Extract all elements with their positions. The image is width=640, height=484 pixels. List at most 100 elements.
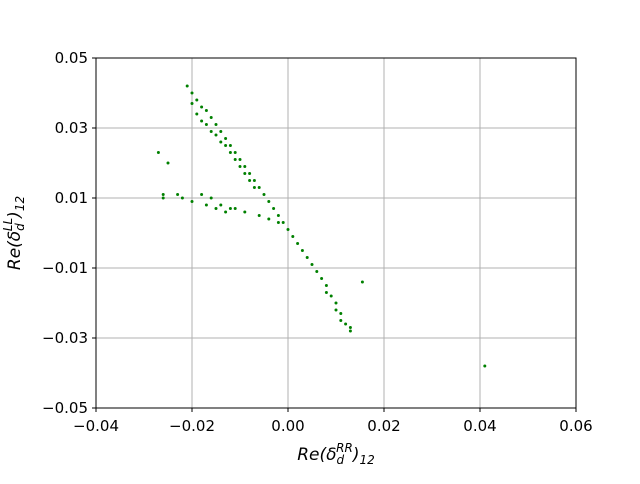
point	[224, 210, 228, 214]
x-tick-label: −0.04	[73, 417, 119, 435]
point	[209, 116, 213, 119]
point	[228, 144, 232, 147]
point	[228, 207, 232, 210]
point	[176, 193, 180, 196]
points	[156, 84, 487, 368]
point	[305, 256, 309, 259]
point	[180, 196, 184, 200]
grid	[95, 57, 577, 409]
point	[267, 200, 271, 203]
point	[252, 186, 256, 189]
point	[257, 186, 261, 189]
point	[483, 364, 487, 368]
point	[195, 112, 199, 116]
point	[233, 158, 237, 161]
point	[344, 322, 348, 326]
point	[233, 151, 237, 154]
label-sub: d	[337, 453, 345, 467]
point	[262, 193, 266, 196]
label-part: Re(δ	[297, 445, 336, 465]
point	[214, 207, 218, 210]
label-part: )	[351, 445, 360, 465]
y-tick-label: −0.01	[42, 259, 88, 277]
point	[300, 249, 304, 252]
point	[156, 151, 160, 154]
point	[219, 203, 223, 207]
point	[348, 329, 352, 333]
point	[166, 161, 170, 165]
y-tick-label: −0.03	[42, 329, 88, 347]
point	[272, 207, 276, 210]
label-part: Re(δ	[5, 231, 25, 270]
point	[320, 277, 324, 280]
point	[281, 221, 285, 224]
point	[286, 228, 290, 231]
point	[324, 291, 328, 294]
y-tick-label: 0.01	[55, 189, 88, 207]
point	[233, 207, 237, 210]
point	[200, 193, 204, 196]
point	[243, 210, 247, 214]
point	[339, 319, 343, 322]
point	[238, 158, 242, 161]
point	[334, 301, 338, 305]
point	[257, 214, 261, 217]
point	[204, 109, 208, 112]
point	[161, 196, 165, 200]
point	[296, 242, 300, 245]
label-sub: 12	[359, 453, 374, 467]
point	[252, 179, 256, 182]
point	[276, 214, 280, 217]
point	[161, 193, 165, 196]
point	[224, 144, 228, 147]
x-tick-label: 0.06	[559, 417, 592, 435]
x-tick-label: 0.02	[367, 417, 400, 435]
point	[315, 270, 319, 273]
label-part: )	[5, 211, 25, 220]
point	[190, 102, 194, 105]
point	[238, 165, 242, 168]
point	[310, 263, 314, 266]
plot-frame	[95, 57, 577, 409]
point	[214, 133, 218, 137]
point	[276, 221, 280, 224]
label-sub: d	[13, 223, 27, 231]
point	[243, 172, 247, 175]
label-sup: LL	[1, 218, 15, 231]
point	[219, 130, 223, 133]
point	[224, 137, 228, 140]
point	[329, 294, 333, 298]
point	[243, 165, 247, 168]
x-tick-label: −0.02	[169, 417, 215, 435]
point	[200, 119, 204, 123]
point	[200, 105, 204, 109]
point	[209, 130, 213, 133]
point	[339, 312, 343, 315]
ticks: −0.04 −0.02 0.00 0.02 0.04 0.06 −0.05 −0.03 −0.0…	[42, 49, 593, 435]
point	[248, 179, 252, 182]
point	[324, 284, 328, 287]
x-tick-label: 0.04	[463, 417, 496, 435]
label-sub: 12	[13, 196, 27, 211]
y-tick-label: −0.05	[42, 399, 88, 417]
point	[348, 326, 352, 329]
point	[267, 217, 271, 221]
point	[228, 151, 232, 154]
x-tick-label: 0.00	[271, 417, 304, 435]
point	[334, 308, 338, 312]
y-tick-label: 0.03	[55, 119, 88, 137]
point	[204, 203, 208, 207]
point	[190, 91, 194, 95]
point	[185, 84, 189, 88]
point	[248, 172, 252, 175]
point	[195, 98, 199, 102]
point	[214, 123, 218, 126]
point	[190, 200, 194, 203]
y-tick-label: 0.05	[55, 49, 88, 67]
label-sup: RR	[336, 441, 353, 455]
point	[204, 123, 208, 126]
point	[360, 280, 364, 284]
x-axis-label: Re(δdRR)12	[297, 441, 375, 467]
